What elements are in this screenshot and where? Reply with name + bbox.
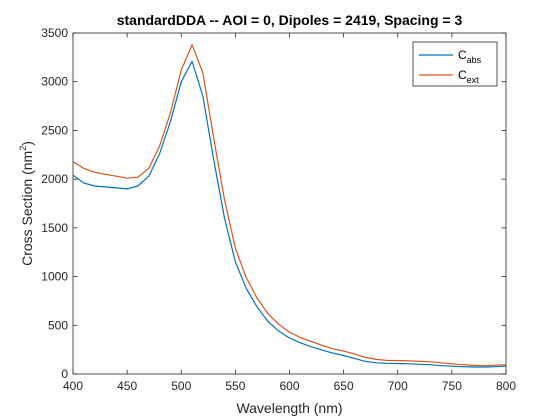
legend-label-ext-main: C [458,68,467,82]
y-tick-label: 3000 [41,75,68,89]
series-layer [72,44,507,368]
axes-box [72,32,507,375]
x-axis-label: Wavelength (nm) [236,400,342,416]
y-tick-label: 2000 [41,172,68,186]
legend-label-abs-main: C [458,48,467,62]
x-tick-label: 650 [334,379,354,393]
y-tick-label: 500 [48,318,68,332]
x-tick-label: 600 [279,379,299,393]
y-tick-label: 0 [61,367,68,381]
y-axis-label-end: ) [19,141,35,146]
chart-title: standardDDA -- AOI = 0, Dipoles = 2419, … [117,12,463,28]
x-tick-label: 550 [225,379,245,393]
axes-background [73,33,506,374]
x-tick-label: 750 [442,379,462,393]
x-tick-label: 800 [496,379,516,393]
x-tick-label: 450 [117,379,137,393]
legend-label-abs-subscript: abs [467,55,482,65]
legend: Cabs Cext [412,41,498,87]
y-axis-label-superscript: 2 [18,146,28,151]
legend-box [412,41,498,87]
series-line-ext [72,44,507,367]
legend-label-abs: Cabs [458,48,482,65]
y-axis-label-main: Cross Section (nm [19,151,35,266]
y-tick-label: 1000 [41,270,68,284]
y-tick-label: 3500 [41,26,68,40]
legend-label-ext: Cext [458,68,479,85]
x-tick-label: 700 [388,379,408,393]
y-axis-label: Cross Section (nm2) [18,141,35,266]
series-line-abs [72,60,507,368]
y-tick-label: 2500 [41,123,68,137]
x-tick-label: 500 [171,379,191,393]
legend-label-ext-subscript: ext [467,75,480,85]
ticks-layer: 400 450 500 550 600 650 700 750 800 0 500 1000 1500 2… [41,26,516,393]
x-tick-label: 400 [63,379,83,393]
y-tick-label: 1500 [41,221,68,235]
